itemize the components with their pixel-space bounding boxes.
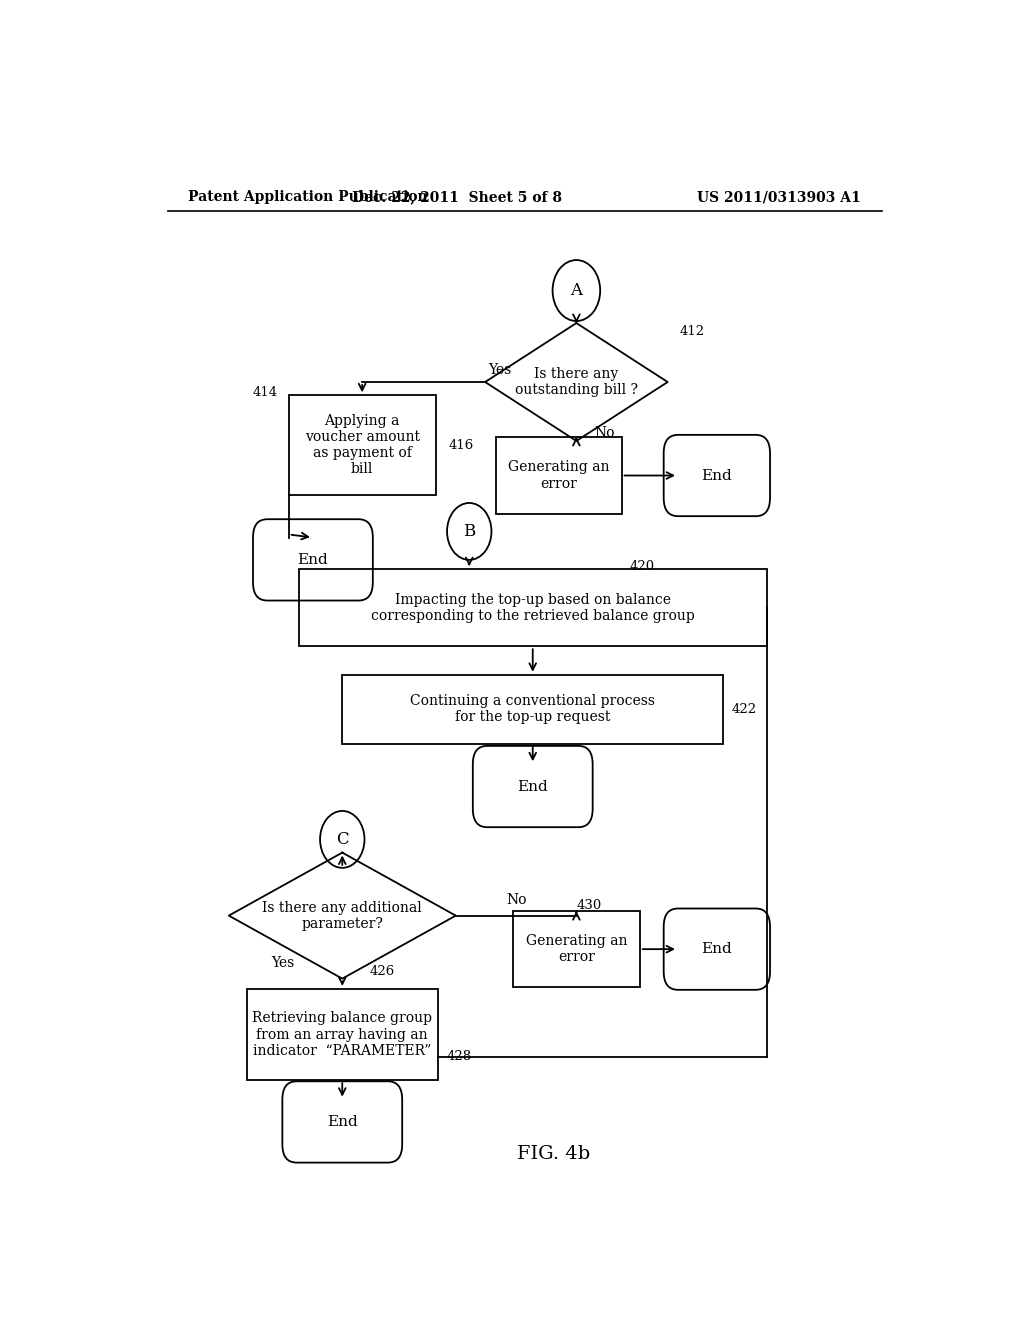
Text: No: No [507,894,527,907]
Text: Yes: Yes [271,957,295,970]
Text: 428: 428 [447,1051,472,1064]
Text: 430: 430 [577,899,602,912]
Text: Continuing a conventional process
for the top-up request: Continuing a conventional process for th… [411,694,655,725]
Text: FIG. 4b: FIG. 4b [517,1146,590,1163]
Text: 420: 420 [630,561,654,573]
Text: Applying a
voucher amount
as payment of
bill: Applying a voucher amount as payment of … [304,413,420,477]
Text: Patent Application Publication: Patent Application Publication [187,190,427,205]
Text: End: End [701,469,732,483]
Text: Yes: Yes [487,363,511,376]
Text: 416: 416 [449,438,474,451]
Bar [513,911,640,987]
Text: Dec. 22, 2011  Sheet 5 of 8: Dec. 22, 2011 Sheet 5 of 8 [352,190,562,205]
Bar [342,675,723,744]
Text: Impacting the top-up based on balance
corresponding to the retrieved balance gro: Impacting the top-up based on balance co… [371,593,694,623]
Text: End: End [298,553,329,566]
Text: End: End [327,1115,357,1129]
Text: C: C [336,830,348,847]
Text: 414: 414 [252,385,278,399]
Text: 426: 426 [370,965,395,978]
Text: Generating an
error: Generating an error [508,461,609,491]
Text: Is there any
outstanding bill ?: Is there any outstanding bill ? [515,367,638,397]
Bar [289,395,435,495]
Text: No: No [594,426,614,440]
Text: 412: 412 [680,325,705,338]
Text: Is there any additional
parameter?: Is there any additional parameter? [262,900,422,931]
Text: End: End [517,780,548,793]
Text: B: B [463,523,475,540]
Text: 422: 422 [731,702,757,715]
Text: A: A [570,282,583,300]
Text: US 2011/0313903 A1: US 2011/0313903 A1 [697,190,860,205]
Bar [299,569,767,647]
Bar [497,437,622,513]
Text: Generating an
error: Generating an error [525,935,627,964]
Text: Retrieving balance group
from an array having an
indicator  “PARAMETER”: Retrieving balance group from an array h… [252,1011,432,1057]
Bar [247,989,437,1080]
Text: End: End [701,942,732,956]
